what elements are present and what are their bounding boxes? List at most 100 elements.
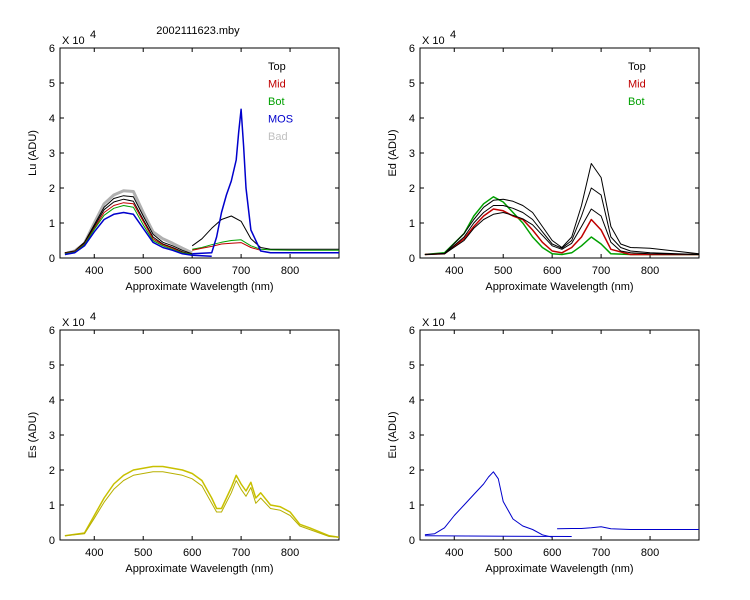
- series-group: [64, 108, 339, 258]
- x-tick-label: 600: [183, 265, 201, 277]
- y-tick-label: 4: [49, 395, 55, 407]
- legend-item-bot: Bot: [268, 96, 285, 108]
- x-tick-label: 500: [494, 547, 512, 559]
- x-tick-label: 600: [543, 547, 561, 559]
- y-tick-label: 1: [49, 500, 55, 512]
- plot-frame: [59, 329, 340, 541]
- series-group: [424, 163, 699, 256]
- y-tick-label: 6: [49, 43, 55, 55]
- series-group: [424, 471, 699, 538]
- x-tick-label: 400: [445, 265, 463, 277]
- y-tick-label: 1: [409, 500, 415, 512]
- x-tick-label: 800: [641, 265, 659, 277]
- y-axis-label: Eu (ADU): [387, 411, 399, 458]
- y-tick-label: 6: [409, 43, 415, 55]
- series-line-top: [191, 215, 339, 250]
- series-line-eu: [557, 526, 699, 530]
- x-tick-label: 400: [85, 265, 103, 277]
- series-line-mos: [192, 108, 339, 255]
- y-tick-label: 3: [409, 148, 415, 160]
- axis-multiplier-label: X 10: [422, 317, 445, 329]
- axis-multiplier-exponent: 4: [450, 311, 456, 323]
- x-tick-label: 700: [232, 547, 250, 559]
- figure-title: 2002111623.mby: [156, 25, 240, 37]
- y-axis-label: Es (ADU): [27, 412, 39, 458]
- axis-multiplier-label: X 10: [422, 35, 445, 47]
- series-line-bot: [64, 205, 193, 255]
- axis-multiplier-label: X 10: [62, 35, 85, 47]
- chart-ed: 0 1 2 3 4 5 6 400 500 600 700 800 X 10 4 Approximate W…: [387, 29, 700, 293]
- y-tick-label: 0: [49, 535, 55, 547]
- axis-multiplier-label: X 10: [62, 317, 85, 329]
- legend-item-top: Top: [628, 61, 646, 73]
- x-tick-label: 700: [592, 265, 610, 277]
- x-tick-label: 700: [232, 265, 250, 277]
- x-axis-label: Approximate Wavelength (nm): [125, 281, 273, 293]
- y-tick-label: 4: [409, 395, 415, 407]
- x-tick-label: 800: [641, 547, 659, 559]
- legend-item-bot: Bot: [628, 96, 645, 108]
- series-line-mid: [192, 242, 261, 251]
- y-tick-label: 0: [49, 253, 55, 265]
- legend-item-mos: MOS: [268, 114, 293, 126]
- chart-lu: 0 1 2 3 4 5 6 400 500 600 700 800 X 10 4 Approximate W…: [27, 29, 340, 293]
- x-tick-label: 400: [445, 547, 463, 559]
- y-tick-label: 2: [409, 183, 415, 195]
- legend-item-top: Top: [268, 61, 286, 73]
- series-line-bot: [192, 239, 339, 251]
- series-line-mos: [64, 211, 212, 258]
- series-line-top: [424, 208, 699, 255]
- y-tick-label: 2: [409, 465, 415, 477]
- x-tick-label: 500: [134, 265, 152, 277]
- y-tick-label: 5: [49, 78, 55, 90]
- y-tick-label: 6: [409, 325, 415, 337]
- series-line-eu: [424, 471, 553, 538]
- y-axis-label: Lu (ADU): [27, 130, 39, 176]
- series-line-top: [64, 195, 193, 255]
- series-line-es: [64, 471, 339, 538]
- series-group: [64, 465, 339, 538]
- series-line-eu: [424, 535, 572, 537]
- series-line-top: [424, 187, 699, 255]
- y-tick-label: 2: [49, 183, 55, 195]
- axis-multiplier-exponent: 4: [450, 29, 456, 41]
- y-tick-label: 3: [409, 430, 415, 442]
- series-line-bot: [424, 196, 699, 256]
- x-tick-label: 800: [281, 547, 299, 559]
- legend-item-bad: Bad: [268, 131, 288, 143]
- x-tick-label: 600: [183, 547, 201, 559]
- y-tick-label: 1: [49, 218, 55, 230]
- y-tick-label: 0: [409, 535, 415, 547]
- chart-eu: 0 1 2 3 4 5 6 400 500 600 700 800 X 10 4 Approximate W…: [387, 311, 700, 575]
- y-tick-label: 3: [49, 148, 55, 160]
- axis-multiplier-exponent: 4: [90, 311, 96, 323]
- x-tick-label: 800: [281, 265, 299, 277]
- x-axis-label: Approximate Wavelength (nm): [485, 563, 633, 575]
- x-tick-label: 500: [494, 265, 512, 277]
- axis-multiplier-exponent: 4: [90, 29, 96, 41]
- x-tick-label: 700: [592, 547, 610, 559]
- y-tick-label: 2: [49, 465, 55, 477]
- series-line-es: [64, 465, 339, 538]
- y-axis-label: Ed (ADU): [387, 129, 399, 176]
- y-tick-label: 1: [409, 218, 415, 230]
- series-line-mid: [424, 208, 699, 256]
- y-tick-label: 0: [409, 253, 415, 265]
- y-tick-label: 4: [409, 113, 415, 125]
- x-axis-label: Approximate Wavelength (nm): [125, 563, 273, 575]
- legend-item-mid: Mid: [628, 79, 646, 91]
- y-tick-label: 5: [409, 78, 415, 90]
- x-tick-label: 500: [134, 547, 152, 559]
- plot-frame: [419, 47, 700, 259]
- y-tick-label: 5: [49, 360, 55, 372]
- x-axis-label: Approximate Wavelength (nm): [485, 281, 633, 293]
- x-tick-label: 600: [543, 265, 561, 277]
- plot-frame: [59, 47, 340, 259]
- plot-frame: [419, 329, 700, 541]
- x-tick-label: 400: [85, 547, 103, 559]
- y-tick-label: 5: [409, 360, 415, 372]
- chart-es: 0 1 2 3 4 5 6 400 500 600 700 800 X 10 4 Approximate W…: [27, 311, 340, 575]
- y-tick-label: 4: [49, 113, 55, 125]
